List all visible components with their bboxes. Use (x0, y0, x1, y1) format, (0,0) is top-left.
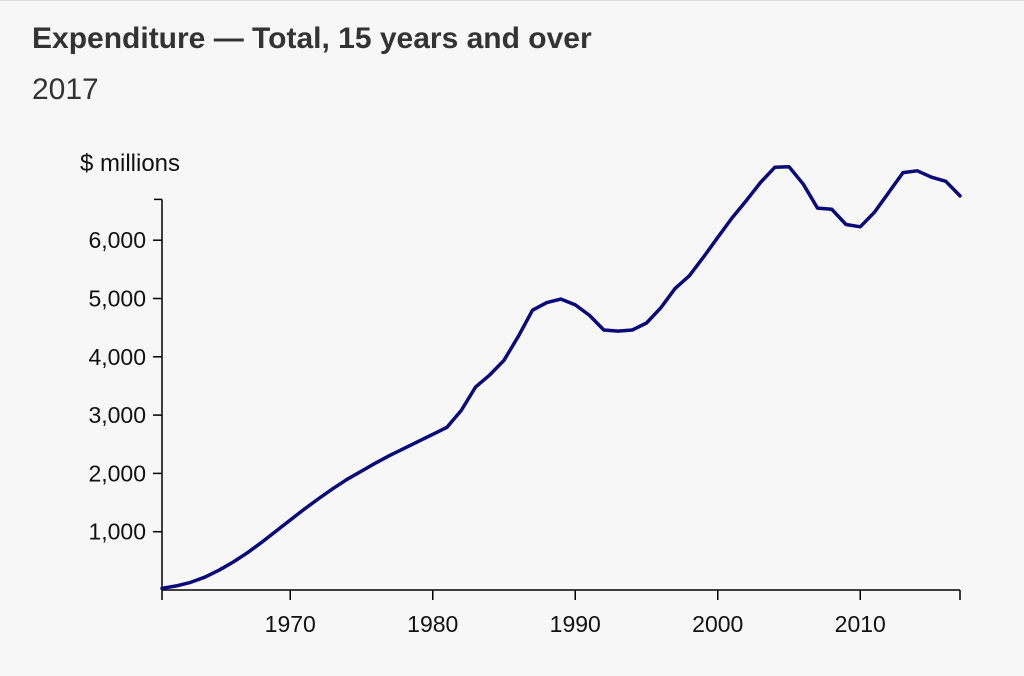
x-tick-label: 2010 (835, 611, 886, 637)
x-tick-label: 1970 (265, 611, 316, 637)
y-tick-label: 6,000 (88, 227, 146, 253)
chart-axes: 1,000 2,000 3,000 4,000 5,000 6,000 1970 1980 19… (88, 198, 961, 637)
y-tick-label: 4,000 (88, 344, 146, 370)
y-tick-label: 1,000 (88, 519, 146, 545)
series-layer (160, 164, 962, 591)
top-divider (0, 0, 1024, 1)
x-tick-label: 1980 (407, 611, 458, 637)
x-tick-label: 2000 (692, 611, 743, 637)
chart-subtitle: 2017 (32, 73, 99, 106)
y-tick-label: 5,000 (88, 286, 146, 312)
y-tick-label: 2,000 (88, 460, 146, 486)
y-tick-label: 3,000 (88, 402, 146, 428)
y-axis-label: $ millions (80, 150, 180, 177)
series-line (160, 164, 962, 591)
chart-title: Expenditure — Total, 15 years and over (32, 22, 592, 55)
x-tick-label: 1990 (550, 611, 601, 637)
